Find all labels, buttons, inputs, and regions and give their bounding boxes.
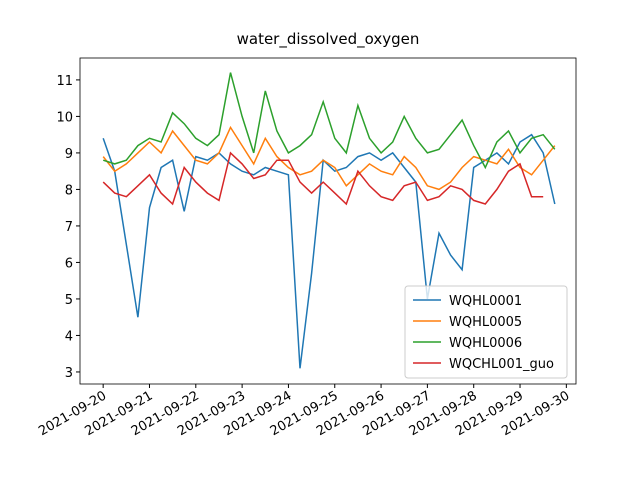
y-tick-label: 9 bbox=[65, 147, 73, 162]
y-tick-label: 4 bbox=[65, 329, 73, 344]
y-tick-label: 11 bbox=[56, 74, 73, 89]
y-tick-label: 8 bbox=[65, 183, 73, 198]
y-tick-label: 5 bbox=[65, 293, 73, 308]
chart-title: water_dissolved_oxygen bbox=[237, 30, 420, 49]
data-line bbox=[102, 151, 544, 206]
legend: WQHL0001 WQHL0005 WQHL0006 WQCHL001_guo bbox=[404, 285, 568, 379]
legend-label: WQHL0005 bbox=[449, 315, 522, 330]
plot-frame bbox=[79, 57, 577, 385]
legend-label: WQCHL001_guo bbox=[449, 357, 554, 372]
data-line bbox=[102, 125, 556, 191]
legend-label: WQHL0001 bbox=[449, 294, 522, 309]
legend-label: WQHL0006 bbox=[449, 336, 522, 351]
y-tick-label: 3 bbox=[65, 366, 73, 381]
legend-box bbox=[404, 285, 568, 379]
y-tick-label: 6 bbox=[65, 256, 73, 271]
y-tick-label: 7 bbox=[65, 220, 73, 235]
y-tick-label: 10 bbox=[56, 110, 73, 125]
data-line bbox=[102, 72, 556, 170]
